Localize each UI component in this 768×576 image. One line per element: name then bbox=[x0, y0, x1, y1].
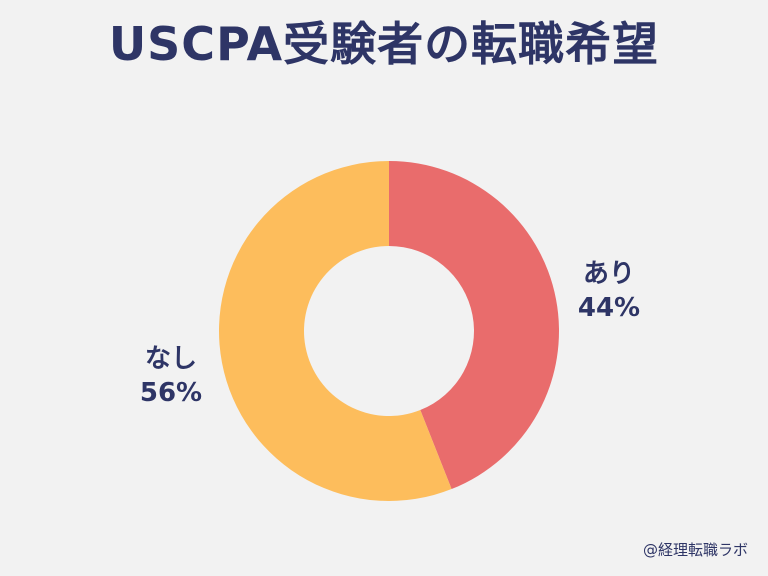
chart-title: USCPA受験者の転職希望 bbox=[108, 17, 660, 71]
slice-value-nashi: 56% bbox=[139, 378, 203, 408]
slice-label-nashi: なし 56% bbox=[111, 342, 231, 410]
credit-text: @経理転職ラボ bbox=[642, 541, 748, 559]
slice-category-ari: あり bbox=[582, 259, 635, 289]
donut-slice-ari bbox=[389, 161, 559, 490]
slice-category-nashi: なし bbox=[144, 344, 197, 374]
slice-label-ari: あり 44% bbox=[549, 257, 669, 325]
donut-slice-nashi bbox=[219, 161, 452, 501]
slice-value-ari: 44% bbox=[577, 293, 641, 323]
